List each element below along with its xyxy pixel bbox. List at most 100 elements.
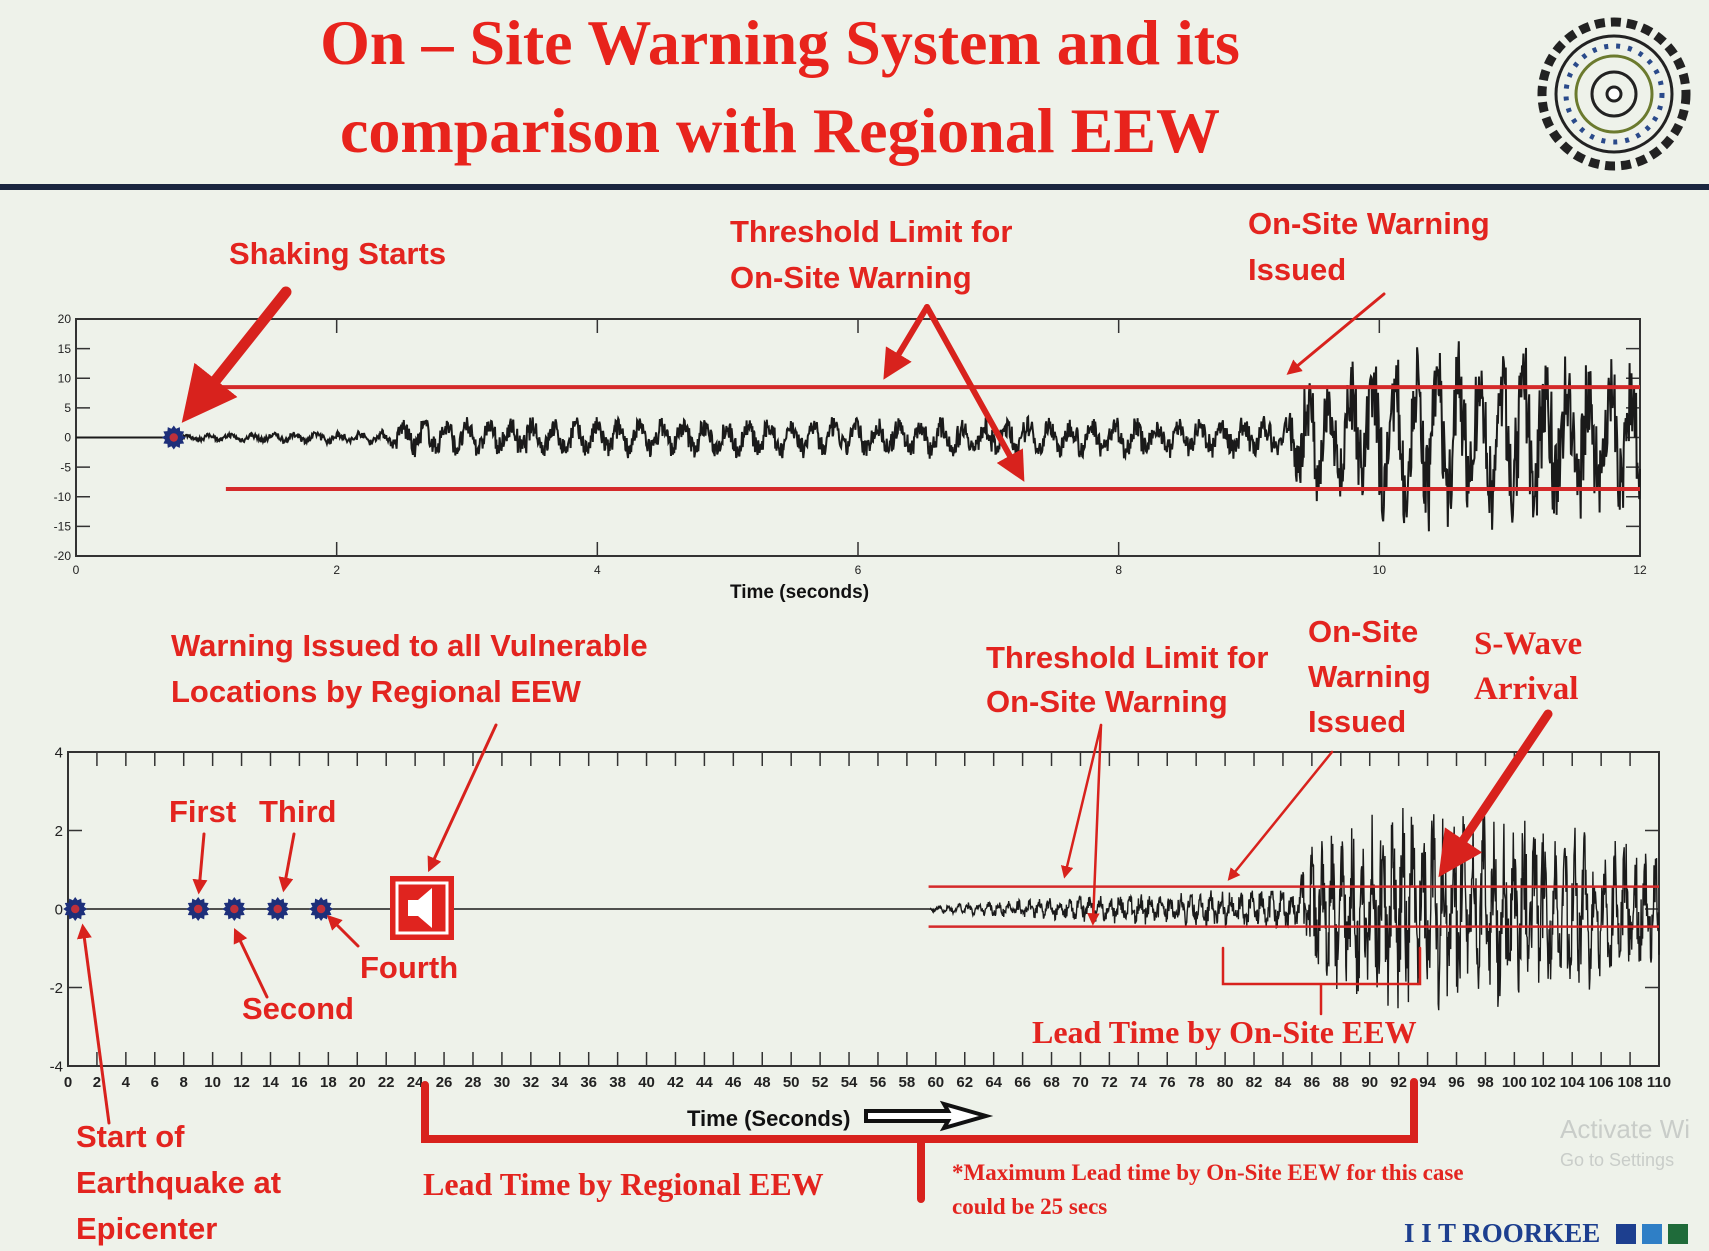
x-tick-label: 48 (754, 1074, 771, 1091)
second-station-label: Second (242, 991, 354, 1026)
y-tick-label: 10 (58, 371, 72, 385)
iit-roorkee-logo (1537, 17, 1691, 171)
x-tick-label: 80 (1217, 1074, 1234, 1091)
x-tick-label: 74 (1130, 1074, 1147, 1091)
x-tick-label: 24 (407, 1074, 424, 1091)
regional-warning-label-1: Warning Issued to all Vulnerable (171, 628, 648, 663)
watermark-line-2: Go to Settings (1560, 1150, 1675, 1170)
y-tick-label: 5 (64, 401, 71, 415)
bottom-onsite-label-3: Issued (1308, 704, 1407, 739)
x-tick-label: 2 (333, 563, 340, 577)
y-tick-label: -20 (54, 549, 72, 563)
bottom-threshold-label-1: Threshold Limit for (986, 640, 1269, 675)
station-marker-center (193, 904, 203, 914)
first-station-label: First (169, 794, 237, 829)
threshold-bottom-arrow-upper (1060, 723, 1103, 879)
x-tick-label: 50 (783, 1074, 800, 1091)
lead-time-onsite-label: Lead Time by On-Site EEW (1032, 1014, 1417, 1050)
onsite-top-arrow (1286, 292, 1386, 375)
x-tick-label: 82 (1246, 1074, 1263, 1091)
first-arrow (192, 832, 208, 895)
x-tick-label: 98 (1477, 1074, 1494, 1091)
x-tick-label: 2 (93, 1074, 101, 1091)
x-tick-label: 108 (1618, 1074, 1643, 1091)
x-tick-label: 92 (1390, 1074, 1407, 1091)
x-tick-label: 18 (320, 1074, 337, 1091)
slide-title-line1: On – Site Warning System and its (320, 7, 1240, 78)
x-tick-label: 66 (1014, 1074, 1031, 1091)
y-tick-label: -15 (54, 520, 72, 534)
x-tick-label: 12 (1633, 563, 1647, 577)
x-tick-label: 32 (522, 1074, 539, 1091)
threshold-arrow-upper (883, 304, 930, 380)
x-tick-label: 6 (855, 563, 862, 577)
x-tick-label: 22 (378, 1074, 395, 1091)
y-tick-label: 4 (55, 744, 63, 761)
y-tick-label: -10 (54, 490, 72, 504)
swave-label-1: S-Wave (1474, 626, 1583, 662)
top-threshold-label-2: On-Site Warning (730, 260, 972, 295)
x-tick-label: 16 (291, 1074, 308, 1091)
x-tick-label: 46 (725, 1074, 742, 1091)
x-tick-label: 110 (1647, 1074, 1671, 1091)
slide-title-line2: comparison with Regional EEW (339, 95, 1221, 166)
x-tick-label: 100 (1502, 1074, 1527, 1091)
x-tick-label: 8 (1115, 563, 1122, 577)
y-tick-label: -5 (60, 460, 71, 474)
y-tick-label: 0 (64, 431, 71, 445)
third-arrow (278, 832, 296, 893)
x-tick-label: 12 (233, 1074, 250, 1091)
shaking-starts-label: Shaking Starts (229, 236, 447, 271)
x-tick-label: 64 (985, 1074, 1002, 1091)
note-line-1: *Maximum Lead time by On-Site EEW for th… (952, 1160, 1464, 1185)
seismogram-trace (68, 807, 1660, 1011)
y-tick-label: 20 (58, 312, 72, 326)
x-tick-label: 94 (1419, 1074, 1436, 1091)
x-tick-label: 38 (609, 1074, 626, 1091)
x-tick-label: 104 (1560, 1074, 1586, 1091)
x-tick-label: 10 (1373, 563, 1387, 577)
top-threshold-label-1: Threshold Limit for (730, 214, 1013, 249)
x-tick-label: 40 (638, 1074, 655, 1091)
station-marker-center (316, 904, 326, 914)
top-onsite-label-2: Issued (1248, 252, 1347, 287)
footer-brand: I I T ROORKEE (1404, 1218, 1689, 1249)
start-label-1: Start of (76, 1119, 185, 1154)
x-tick-label: 42 (667, 1074, 684, 1091)
footer-square (1616, 1223, 1637, 1244)
swave-label-2: Arrival (1474, 671, 1579, 707)
onsite-bottom-arrow (1227, 750, 1334, 881)
x-tick-label: 26 (436, 1074, 453, 1091)
threshold-bottom-arrow-lower (1087, 723, 1103, 926)
x-tick-label: 76 (1159, 1074, 1176, 1091)
y-tick-label: 15 (58, 342, 72, 356)
station-marker-center (273, 904, 282, 914)
x-tick-label: 102 (1531, 1074, 1556, 1091)
x-tick-label: 34 (551, 1074, 568, 1091)
footer-square (1642, 1223, 1663, 1244)
second-arrow (233, 927, 269, 999)
siren-icon (390, 876, 454, 940)
x-tick-label: 44 (696, 1074, 713, 1091)
x-tick-label: 54 (841, 1074, 858, 1091)
time-direction-arrow-icon (864, 1100, 994, 1132)
x-tick-label: 20 (349, 1074, 366, 1091)
x-tick-label: 4 (122, 1074, 131, 1091)
regional-warning-label-2: Locations by Regional EEW (171, 674, 581, 709)
x-tick-label: 56 (870, 1074, 887, 1091)
y-tick-label: 2 (55, 823, 63, 840)
header-divider (0, 184, 1709, 190)
x-tick-label: 88 (1332, 1074, 1349, 1091)
x-tick-label: 62 (956, 1074, 973, 1091)
onsite-lead-brace (1221, 946, 1422, 1016)
x-tick-label: 70 (1072, 1074, 1089, 1091)
bottom-onsite-label-1: On-Site (1308, 614, 1419, 649)
fourth-arrow (326, 914, 360, 948)
shaking-arrow (181, 286, 292, 423)
x-tick-label: 86 (1304, 1074, 1321, 1091)
x-tick-label: 36 (580, 1074, 597, 1091)
x-tick-label: 72 (1101, 1074, 1118, 1091)
x-tick-label: 58 (899, 1074, 916, 1091)
x-tick-label: 0 (73, 563, 80, 577)
bottom-threshold-label-2: On-Site Warning (986, 684, 1228, 719)
